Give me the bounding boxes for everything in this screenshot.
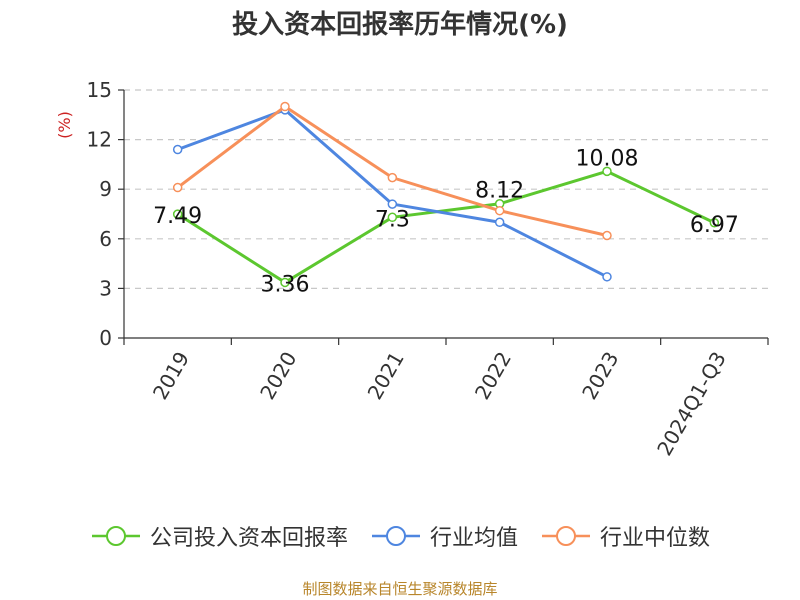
series-line [176,169,715,284]
x-tick-label: 2020 [255,348,301,404]
y-tick-label: 12 [87,128,112,152]
legend-marker-icon [371,526,420,546]
data-point [280,101,290,112]
chart-title: 投入资本回报率历年情况(%) [232,10,568,40]
data-label: 10.08 [576,146,639,171]
x-tick-label: 2024Q1-Q3 [652,348,731,460]
legend-label: 行业中位数 [600,526,711,551]
legend-item: 行业中位数 [540,520,710,552]
data-point [387,212,398,223]
y-tick-label: 0 [99,326,112,350]
source-note: 制图数据来自恒生聚源数据库 [302,580,498,598]
y-axis-label: (%) [55,111,74,139]
grid-lines [124,89,768,289]
y-tick-label: 6 [99,227,112,251]
data-point [709,218,720,228]
legend-marker-icon [542,526,590,546]
legend-marker-icon [91,526,140,546]
data-point [280,277,290,288]
data-point [172,182,183,193]
axes: 0 3 6 9 12 15 2019 2020 2021 2022 2023 2024Q1-Q3 (%) [55,78,769,460]
data-point [602,230,612,241]
data-label: 7.49 [153,204,202,229]
x-tick-label: 2022 [470,347,516,403]
series-line [177,108,608,279]
x-tick-label: 2023 [577,348,623,404]
y-tick-label: 3 [99,276,112,300]
data-point [602,166,612,177]
x-tick-label: 2021 [363,348,409,404]
x-tick-label: 2019 [148,348,194,404]
data-label: 6.97 [690,213,739,238]
data-point [172,144,183,155]
data-label: 3.36 [261,272,310,297]
y-tick-label: 15 [87,78,112,102]
series-lines [172,101,720,288]
data-point [494,217,505,228]
data-label: 8.12 [475,179,524,204]
legend-label: 公司投入资本回报率 [149,526,348,551]
legend: 公司投入资本回报率 行业均值 行业中位数 [0,518,800,554]
data-labels: 7.49 3.36 7.3 8.12 10.08 6.97 [153,146,739,297]
data-point [602,272,612,282]
data-point [494,205,505,216]
legend-item: 行业均值 [370,520,518,552]
y-tick-label: 9 [99,177,112,201]
data-point [172,209,183,219]
data-label: 7.3 [375,207,410,232]
data-point [387,199,398,209]
data-point [387,172,398,183]
legend-label: 行业均值 [429,526,518,551]
legend-item: 公司投入资本回报率 [90,520,348,552]
